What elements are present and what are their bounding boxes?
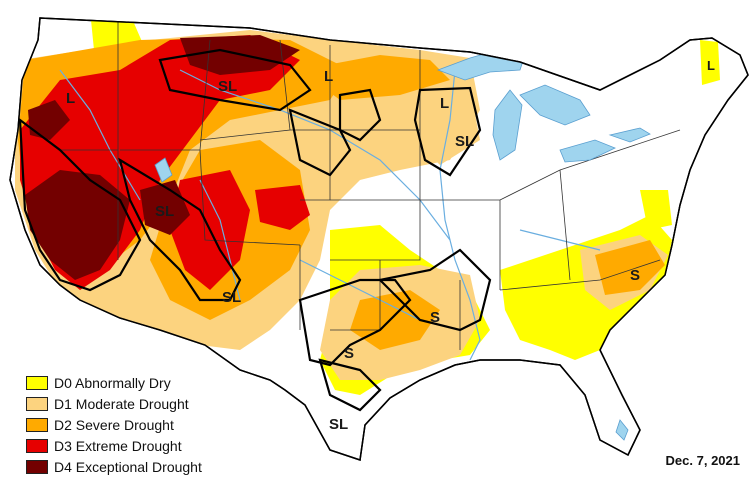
impact-label-southwest: SL xyxy=(222,289,242,306)
legend-label-d2: D2 Severe Drought xyxy=(54,416,174,433)
legend: D0 Abnormally Dry D1 Moderate Drought D2… xyxy=(26,372,202,477)
legend-item-d0: D0 Abnormally Dry xyxy=(26,372,202,393)
state-borders xyxy=(60,18,681,350)
legend-label-d3: D3 Extreme Drought xyxy=(54,437,182,454)
legend-label-d4: D4 Exceptional Drought xyxy=(54,458,202,475)
impact-label-wisconsin: L xyxy=(440,95,450,112)
legend-swatch-d0 xyxy=(26,375,48,390)
legend-item-d1: D1 Moderate Drought xyxy=(26,393,202,414)
map-date: Dec. 7, 2021 xyxy=(665,453,740,468)
legend-item-d3: D3 Extreme Drought xyxy=(26,435,202,456)
legend-item-d2: D2 Severe Drought xyxy=(26,414,202,435)
us-outline xyxy=(9,17,749,461)
impact-label-maine: L xyxy=(707,58,715,73)
impact-label-arkansas: S xyxy=(430,309,441,326)
legend-label-d1: D1 Moderate Drought xyxy=(54,395,189,412)
impact-label-great-basin: SL xyxy=(155,203,175,220)
impact-label-texas-south: SL xyxy=(329,416,349,433)
legend-swatch-d2 xyxy=(26,417,48,432)
legend-swatch-d3 xyxy=(26,438,48,453)
impact-label-carolina: S xyxy=(630,267,641,284)
legend-swatch-d4 xyxy=(26,459,48,474)
impact-outlines xyxy=(18,48,492,412)
impact-label-texas-central: S xyxy=(344,345,355,362)
impact-label-upper-midwest: SL xyxy=(455,133,475,150)
legend-item-d4: D4 Exceptional Drought xyxy=(26,456,202,477)
impact-label-montana: SL xyxy=(218,78,238,95)
impact-label-dakota: L xyxy=(324,68,334,85)
impact-label-oregon: L xyxy=(66,90,76,107)
legend-swatch-d1 xyxy=(26,396,48,411)
legend-label-d0: D0 Abnormally Dry xyxy=(54,374,171,391)
